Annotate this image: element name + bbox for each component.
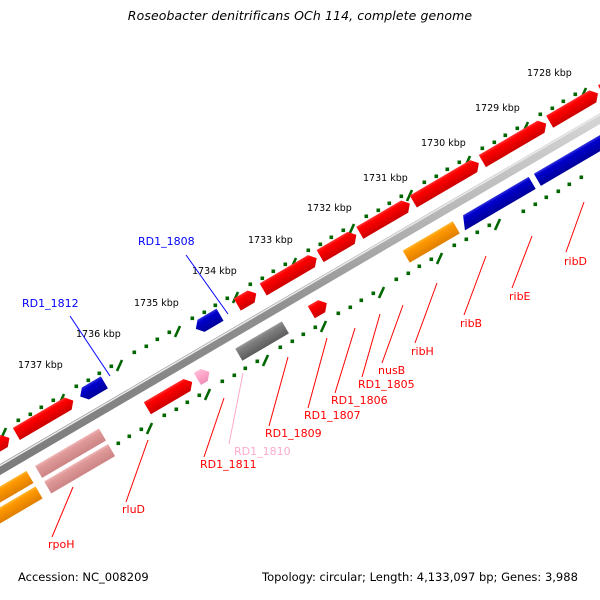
gene-RD1_1808[interactable]	[192, 308, 224, 335]
leader-rluD	[125, 439, 149, 503]
minor-ticks	[16, 92, 578, 423]
gene-RD1_1812[interactable]	[77, 376, 108, 402]
tick-label: 1730 kbp	[421, 138, 466, 149]
tick-label: 1735 kbp	[134, 298, 179, 309]
gene-labels[interactable]: ribD ribE ribB ribH nusB RD1_1805 RD1_18…	[22, 235, 587, 551]
leader-ribE	[511, 235, 533, 289]
gene-forward-nusB-region[interactable]	[409, 157, 483, 208]
gene-label-ribD[interactable]: ribD	[564, 255, 587, 268]
gene-label-RD1_1808[interactable]: RD1_1808	[138, 235, 195, 248]
gene-nusB[interactable]	[402, 221, 460, 263]
gene-track[interactable]	[0, 15, 600, 546]
gene-ribB-forward-box[interactable]	[546, 87, 600, 128]
genome-axis[interactable]	[0, 106, 600, 481]
gene-ribH[interactable]	[458, 176, 536, 231]
gene-label-nusB[interactable]: nusB	[378, 364, 405, 377]
gene-ribH-forward-box[interactable]	[478, 118, 550, 168]
gene-RD1_1805[interactable]	[356, 197, 413, 239]
axis-highlight	[0, 113, 600, 467]
gene-row-below-2	[0, 443, 116, 536]
gene-stacked-orange-left[interactable]	[0, 486, 43, 536]
gene-row-below-1	[0, 134, 600, 521]
gene-ribB[interactable]	[533, 134, 600, 186]
gene-label-ribE[interactable]: ribE	[509, 290, 531, 303]
leader-RD1_1812	[69, 315, 111, 377]
gene-small-forward-a[interactable]	[233, 287, 260, 311]
leader-ribD	[565, 201, 585, 253]
tick-label: 1732 kbp	[307, 203, 352, 214]
tick-label: 1734 kbp	[192, 266, 237, 277]
gene-label-RD1_1809[interactable]: RD1_1809	[265, 427, 322, 440]
gene-rpoH[interactable]	[0, 470, 34, 521]
gene-label-RD1_1806[interactable]: RD1_1806	[331, 394, 388, 407]
tick-label: 1737 kbp	[18, 360, 63, 371]
gene-RD1_1811[interactable]	[143, 376, 196, 415]
leader-nusB	[381, 304, 404, 364]
tick-label: 1729 kbp	[475, 103, 520, 114]
gene-forward-left-b[interactable]	[12, 395, 77, 440]
gene-RD1_1810[interactable]	[193, 366, 213, 385]
gene-label-RD1_1812[interactable]: RD1_1812	[22, 297, 79, 310]
axis-band	[0, 113, 600, 476]
gene-label-RD1_1807[interactable]: RD1_1807	[304, 409, 361, 422]
leader-rpoH	[51, 486, 74, 538]
tick-label: 1733 kbp	[248, 235, 293, 246]
leader-RD1_1808	[185, 254, 229, 315]
gene-label-RD1_1811[interactable]: RD1_1811	[200, 458, 257, 471]
tick-label: 1728 kbp	[527, 68, 572, 79]
label-leader-lines	[51, 201, 585, 538]
leader-ribB	[463, 255, 487, 316]
gene-forward-below-small[interactable]	[307, 297, 331, 319]
gene-RD1_1806[interactable]	[316, 229, 360, 263]
leader-RD1_1805	[361, 313, 381, 378]
gene-label-ribH[interactable]: ribH	[411, 345, 434, 358]
leader-RD1_1806	[334, 327, 356, 394]
tick-label: 1731 kbp	[363, 173, 408, 184]
leader-ribH	[414, 282, 438, 344]
leader-RD1_1807	[307, 337, 328, 409]
gene-label-RD1_1805[interactable]: RD1_1805	[358, 378, 415, 391]
gene-RD1_1807[interactable]	[259, 252, 321, 296]
genome-summary-text: Topology: circular; Length: 4,133,097 bp…	[262, 570, 578, 584]
gene-rluD[interactable]	[35, 428, 106, 478]
leader-RD1_1810	[228, 372, 244, 445]
leader-RD1_1809	[268, 356, 289, 427]
gene-label-rpoH[interactable]: rpoH	[48, 538, 75, 551]
gene-forward-left-edge[interactable]	[0, 432, 13, 483]
page-title: Roseobacter denitrificans OCh 114, compl…	[127, 8, 473, 23]
ruler-labels: 1728 kbp 1729 kbp 1730 kbp 1731 kbp 1732…	[18, 68, 572, 371]
gene-label-RD1_1810[interactable]: RD1_1810	[234, 445, 291, 458]
gene-row-above	[0, 64, 600, 483]
status-bar: Accession: NC_008209 Topology: circular;…	[0, 570, 600, 600]
accession-text: Accession: NC_008209	[18, 570, 149, 584]
gene-label-ribB[interactable]: ribB	[460, 317, 482, 330]
gene-stacked-faded[interactable]	[44, 443, 116, 494]
gene-label-rluD[interactable]: rluD	[122, 503, 145, 516]
tick-label: 1736 kbp	[76, 329, 121, 340]
leader-RD1_1811	[203, 397, 225, 458]
gene-RD1_1809[interactable]	[235, 321, 289, 361]
